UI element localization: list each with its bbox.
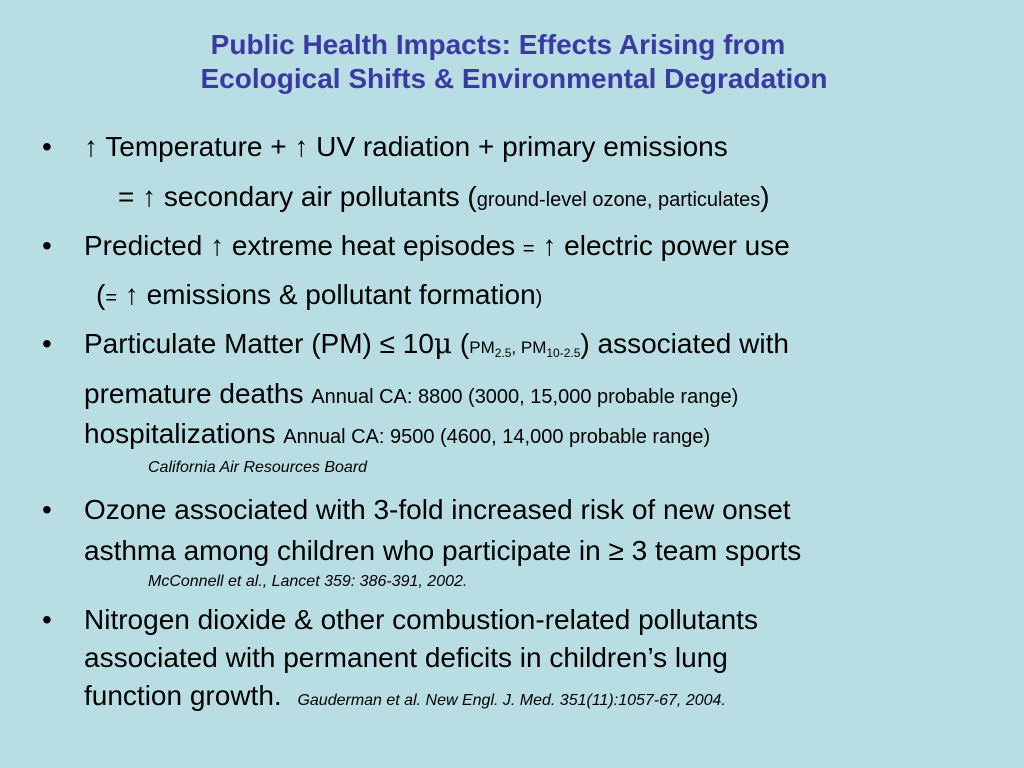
bullet-2-line-1-b: ↑ electric power use bbox=[534, 230, 790, 261]
bullet-marker: • bbox=[42, 131, 52, 162]
bullet-1-line-1: ↑ Temperature + ↑ UV radiation + primary… bbox=[84, 131, 728, 162]
bullet-4-line-1: Ozone associated with 3-fold increased r… bbox=[84, 494, 791, 525]
pm-label: PM bbox=[469, 338, 495, 357]
bullet-3-line-3-main: hospitalizations bbox=[84, 418, 284, 449]
bullet-1-line-2-small: ground-level ozone, particulates bbox=[476, 189, 761, 211]
bullet-3-line-2-main: premature deaths bbox=[84, 378, 312, 409]
comma: , bbox=[511, 338, 521, 357]
bullet-2-line-1-eq: = bbox=[522, 238, 535, 260]
bullet-5-line-1: Nitrogen dioxide & other combustion-rela… bbox=[84, 604, 758, 635]
bullet-marker: • bbox=[42, 494, 52, 525]
bullet-4-citation: McConnell et al., Lancet 359: 386-391, 2… bbox=[148, 573, 468, 590]
slide-title-line-2: Ecological Shifts & Environmental Degrad… bbox=[200, 63, 828, 94]
bullet-3-line-1-b: ) associated with bbox=[580, 328, 789, 359]
pm-subscript: 2.5 bbox=[494, 346, 512, 360]
bullet-1-line-2: = ↑ secondary air pollutants (ground-lev… bbox=[118, 180, 770, 217]
bullet-marker: • bbox=[42, 604, 52, 635]
bullet-marker: • bbox=[42, 328, 52, 359]
mu-symbol: μ bbox=[433, 327, 453, 360]
bullet-1-line-2-close: ) bbox=[760, 181, 770, 212]
bullet-2-line-2: (= ↑ emissions & pollutant formation) bbox=[96, 278, 542, 315]
slide-title-line-1: Public Health Impacts: Effects Arising f… bbox=[210, 29, 786, 60]
bullet-5-line-2: associated with permanent deficits in ch… bbox=[84, 642, 728, 673]
bullet-2-line-2-main: ↑ emissions & pollutant formation bbox=[117, 279, 536, 310]
bullet-marker: • bbox=[42, 230, 52, 261]
pm-label: PM bbox=[520, 338, 547, 357]
bullet-2-line-1-a: Predicted ↑ extreme heat episodes bbox=[84, 230, 523, 261]
bullet-5-line-3: function growth. Gauderman et al. New En… bbox=[84, 679, 726, 718]
bullet-2-line-2-eq: = bbox=[105, 287, 118, 309]
bullet-5-line-3-main: function growth. bbox=[84, 680, 282, 711]
bullet-2-line-2-close: ) bbox=[535, 287, 543, 309]
bullet-3-line-1-a: Particulate Matter (PM) ≤ 10 bbox=[84, 328, 434, 359]
bullet-3-citation: California Air Resources Board bbox=[148, 459, 368, 476]
bullet-3-line-2-small: Annual CA: 8800 (3000, 15,000 probable r… bbox=[311, 386, 739, 408]
bullet-5-citation: Gauderman et al. New Engl. J. Med. 351(1… bbox=[297, 692, 726, 709]
bullet-2-line-1: Predicted ↑ extreme heat episodes = ↑ el… bbox=[84, 229, 790, 266]
bullet-3-line-3-small: Annual CA: 9500 (4600, 14,000 probable r… bbox=[283, 426, 711, 448]
bullet-3-line-1: Particulate Matter (PM) ≤ 10μ (PM2.5, PM… bbox=[84, 327, 789, 365]
bullet-3-line-3: hospitalizations Annual CA: 9500 (4600, … bbox=[84, 417, 710, 454]
bullet-1-line-2-main: = ↑ secondary air pollutants ( bbox=[118, 181, 477, 212]
bullet-2-line-2-open: ( bbox=[96, 279, 106, 310]
bullet-3-line-2: premature deaths Annual CA: 8800 (3000, … bbox=[84, 377, 738, 414]
bullet-4-line-2: asthma among children who participate in… bbox=[84, 535, 802, 566]
pm-subscript: 10-2.5 bbox=[546, 346, 581, 360]
bullet-3-line-1-open: ( bbox=[452, 328, 470, 359]
